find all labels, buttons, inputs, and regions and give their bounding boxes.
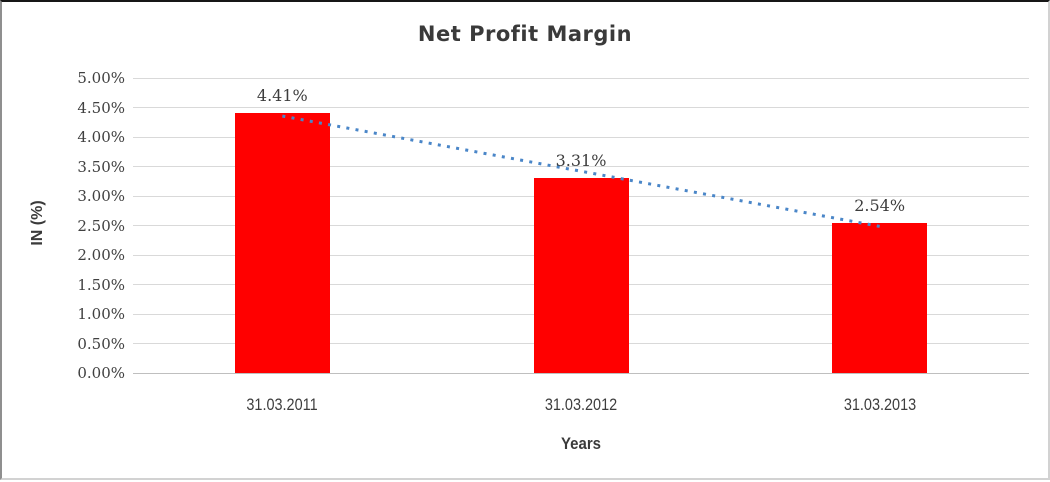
y-tick-label: 2.50% xyxy=(77,216,125,235)
y-tick-label: 2.00% xyxy=(77,246,125,264)
bar-31.03.2013 xyxy=(832,223,928,373)
bar-31.03.2012 xyxy=(533,177,629,373)
data-label: 3.31% xyxy=(555,150,607,170)
x-tick-label: 31.03.2013 xyxy=(843,395,916,414)
y-gridline xyxy=(133,77,1029,79)
y-tick-label: 1.50% xyxy=(77,275,125,294)
y-tick-label: 4.00% xyxy=(77,128,125,146)
bar-31.03.2011 xyxy=(234,112,330,373)
y-tick-label: 0.50% xyxy=(77,334,125,353)
x-axis-line xyxy=(133,372,1029,374)
y-tick-label: 3.00% xyxy=(77,187,125,205)
y-gridline xyxy=(133,107,1029,108)
chart-title: Net Profit Margin xyxy=(417,22,633,46)
y-tick-label: 4.50% xyxy=(77,98,125,117)
y-tick-label: 3.50% xyxy=(77,157,125,176)
y-tick-label: 1.00% xyxy=(77,305,125,323)
x-tick-label: 31.03.2011 xyxy=(246,395,318,414)
x-tick-label: 31.03.2012 xyxy=(544,395,618,414)
data-label: 4.41% xyxy=(256,85,308,105)
x-axis-title: Years xyxy=(561,434,601,453)
data-label: 2.54% xyxy=(854,196,906,216)
y-tick-label: 5.00% xyxy=(77,69,125,87)
y-tick-label: 0.00% xyxy=(77,364,125,382)
